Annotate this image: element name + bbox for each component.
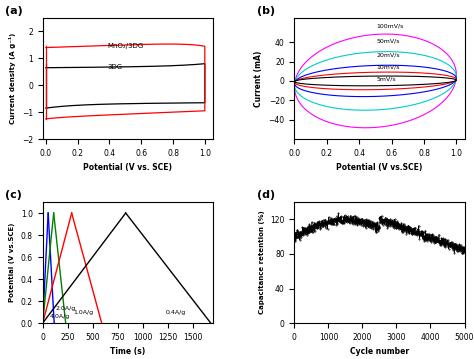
Text: (d): (d) bbox=[257, 190, 275, 200]
Text: (b): (b) bbox=[257, 5, 275, 15]
Y-axis label: Potential (V vs.SCE): Potential (V vs.SCE) bbox=[9, 223, 15, 302]
Text: 20mV/s: 20mV/s bbox=[376, 53, 400, 58]
Text: MnO₂/3DG: MnO₂/3DG bbox=[107, 43, 144, 49]
Y-axis label: Capacitance retention (%): Capacitance retention (%) bbox=[259, 211, 265, 314]
Text: 1.0A/g: 1.0A/g bbox=[73, 310, 94, 315]
Text: 100mV/s: 100mV/s bbox=[376, 24, 403, 29]
Y-axis label: Current (mA): Current (mA) bbox=[254, 50, 263, 107]
Text: (c): (c) bbox=[5, 190, 22, 200]
Text: 50mV/s: 50mV/s bbox=[376, 38, 400, 43]
Text: 0.4A/g: 0.4A/g bbox=[166, 310, 186, 315]
X-axis label: Potential (V vs.SCE): Potential (V vs.SCE) bbox=[336, 163, 423, 172]
X-axis label: Cycle number: Cycle number bbox=[350, 348, 409, 356]
Y-axis label: Current density (A g⁻¹): Current density (A g⁻¹) bbox=[9, 33, 16, 124]
Text: 5mV/s: 5mV/s bbox=[376, 77, 396, 82]
Text: 2.0A/g: 2.0A/g bbox=[55, 306, 76, 311]
Text: 3DG: 3DG bbox=[107, 64, 122, 70]
X-axis label: Time (s): Time (s) bbox=[110, 348, 146, 356]
Text: 4.0A/g: 4.0A/g bbox=[49, 314, 70, 318]
X-axis label: Potential (V vs. SCE): Potential (V vs. SCE) bbox=[83, 163, 172, 172]
Text: 10mV/s: 10mV/s bbox=[376, 65, 400, 70]
Text: (a): (a) bbox=[5, 5, 23, 15]
